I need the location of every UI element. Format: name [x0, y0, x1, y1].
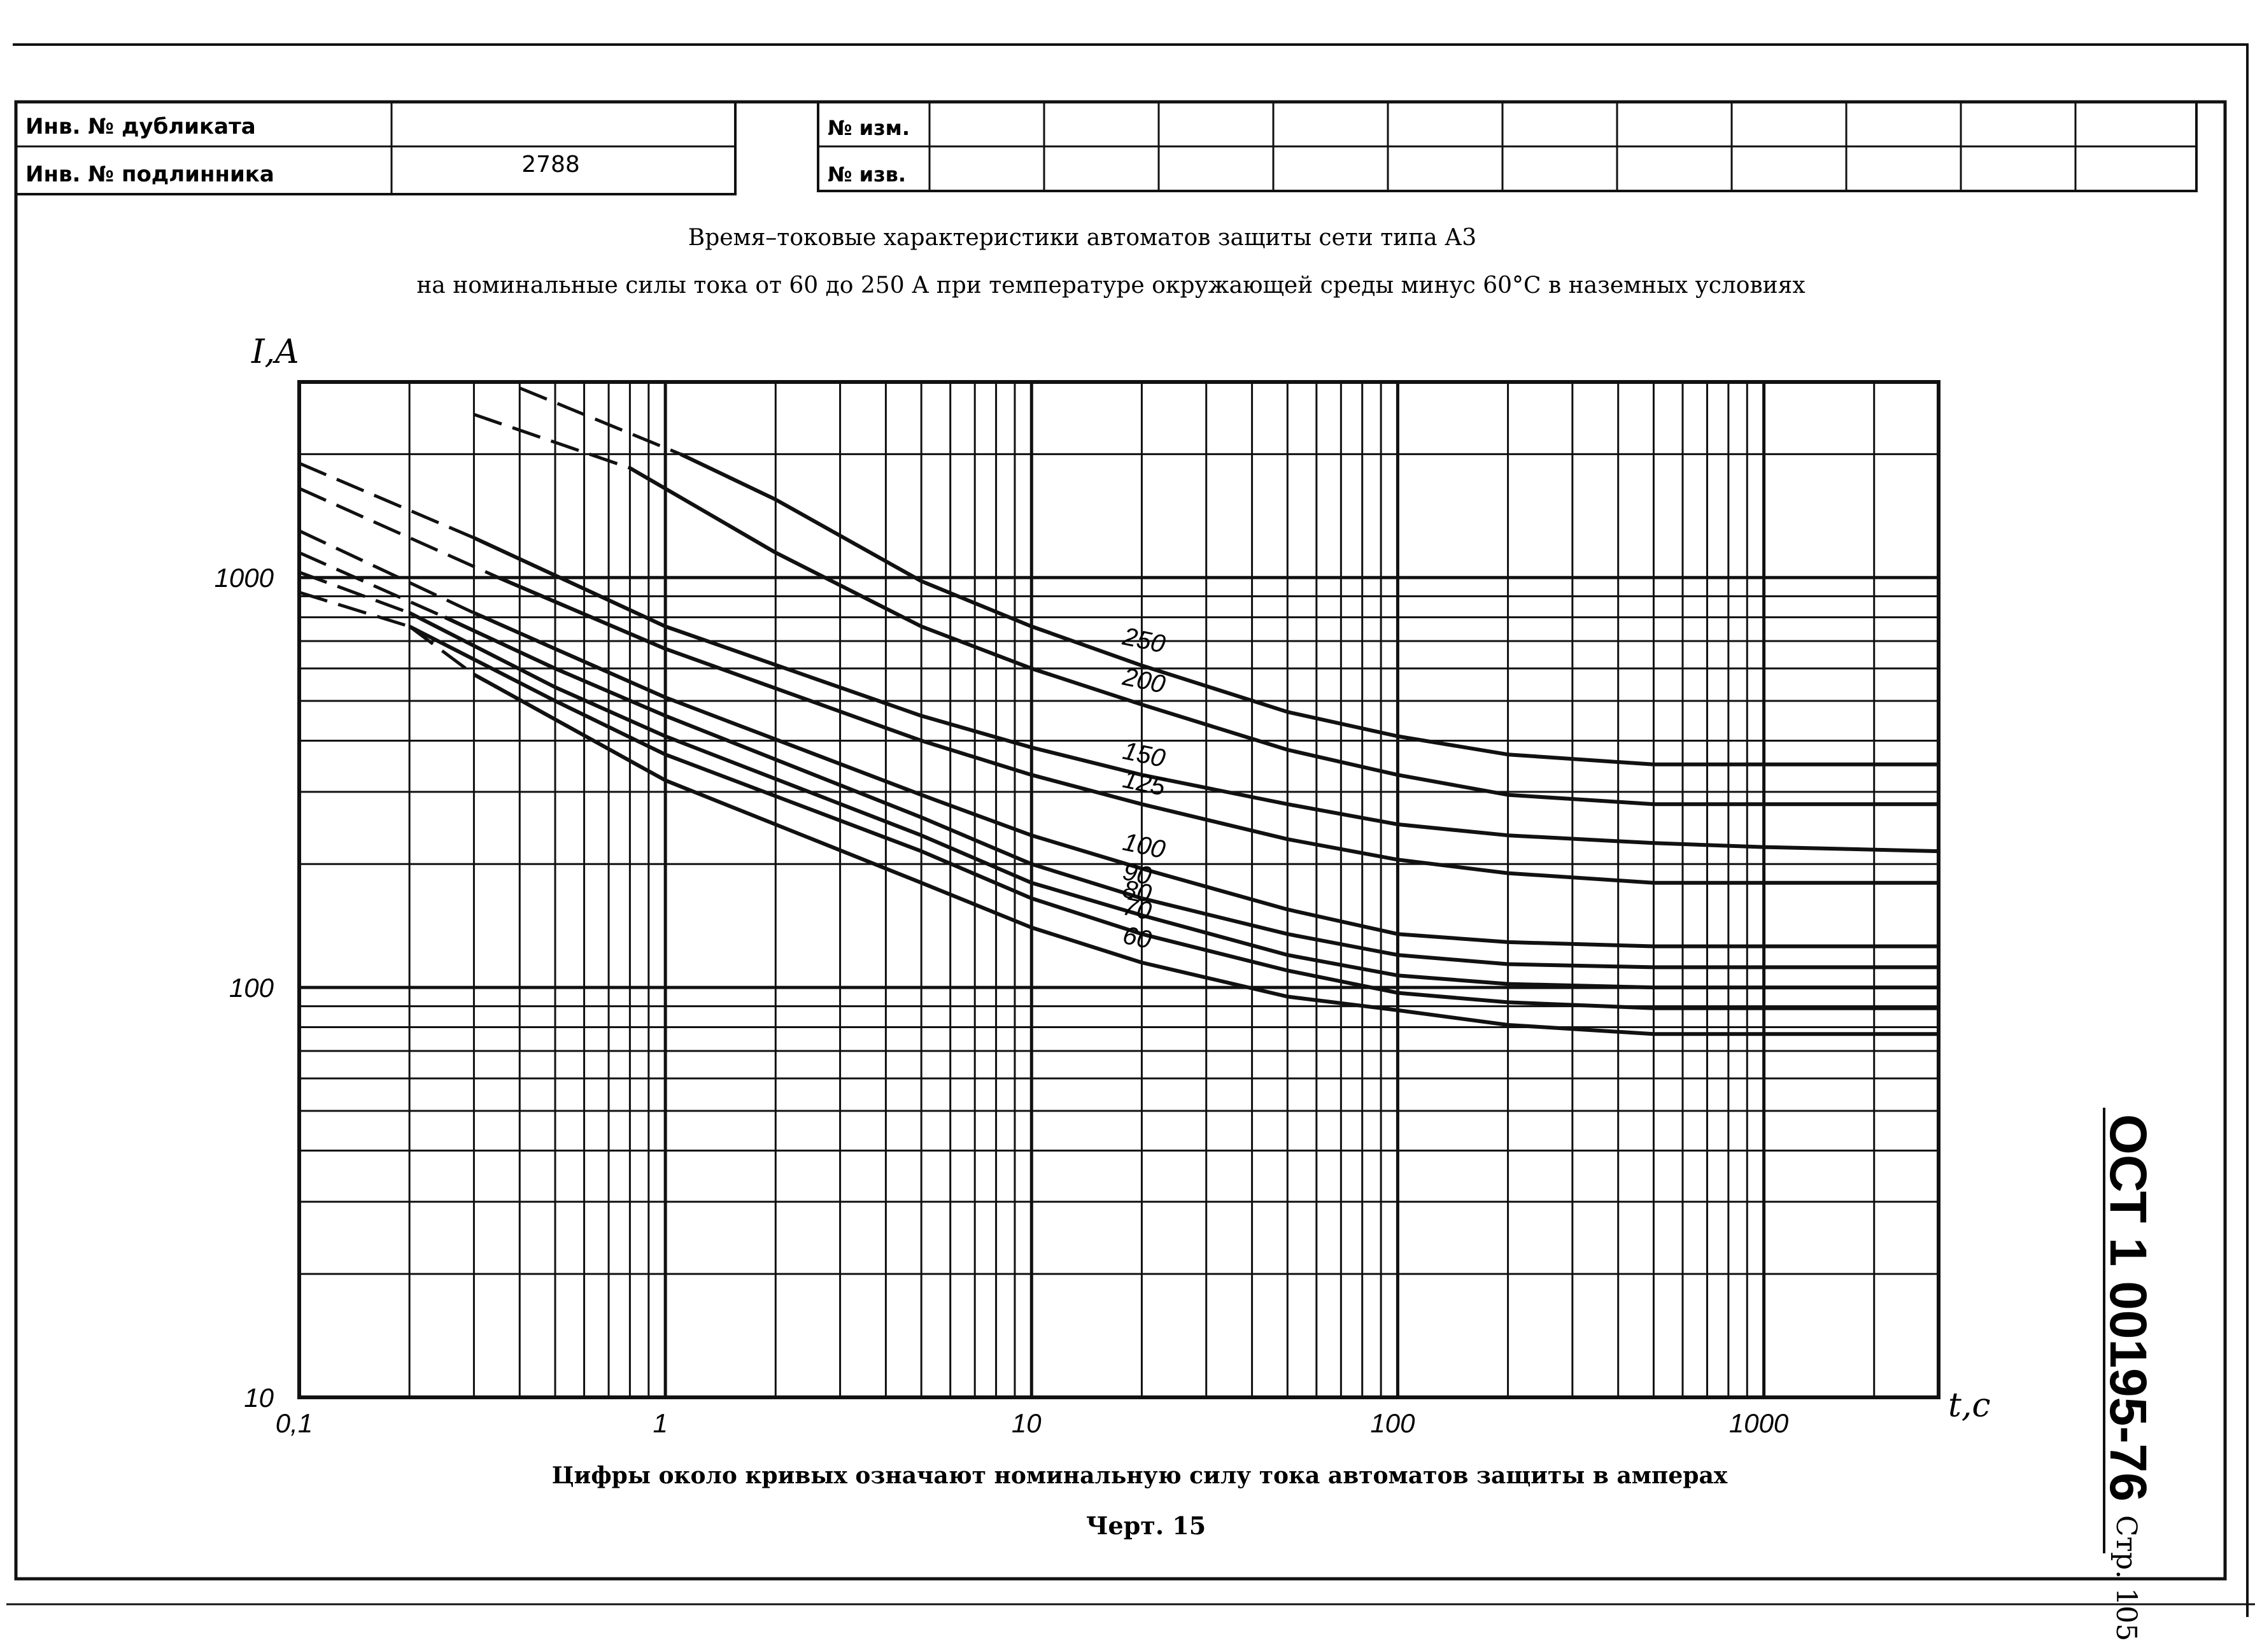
curve-80	[408, 611, 1939, 990]
curve-250-dashed	[519, 386, 681, 456]
x-tick-label: 0,1	[276, 1408, 313, 1438]
revision-table: № изм. № изв.	[817, 101, 2198, 192]
dup-label: Инв. № дубликата	[25, 114, 256, 139]
x-tick-label: 10	[1012, 1408, 1042, 1438]
curve-125	[497, 575, 1939, 885]
curve-60	[472, 672, 1939, 1036]
x-tick-label: 1	[653, 1408, 667, 1438]
x-tick-label: 100	[1370, 1408, 1415, 1438]
curve-label-60: 60	[1120, 921, 1154, 954]
curve-label-80: 80	[1120, 875, 1154, 908]
curve-label-70: 70	[1120, 893, 1154, 926]
curve-200-dashed	[473, 413, 631, 470]
curve-note: Цифры около кривых означают номинальную …	[552, 1462, 1728, 1489]
x-axis-label: t,c	[1948, 1387, 1991, 1425]
curve-80-dashed	[299, 570, 410, 615]
curve-100	[473, 611, 1939, 949]
curve-70-dashed	[299, 591, 410, 628]
inner-frame	[14, 100, 2227, 1581]
curve-200	[628, 466, 1939, 807]
inventory-table: Инв. № дубликата Инв. № подлинника 2788	[15, 101, 737, 195]
figure-number: Черт. 15	[1086, 1511, 1206, 1540]
curve-150	[473, 536, 1939, 854]
curve-250	[679, 452, 1939, 766]
curve-60-dashed	[408, 625, 475, 676]
curve-90	[444, 615, 1939, 970]
curve-150-dashed	[299, 462, 475, 540]
orig-value: 2788	[521, 152, 580, 178]
orig-label: Инв. № подлинника	[25, 162, 274, 187]
change-label: № изм.	[828, 116, 910, 140]
curves	[298, 386, 1939, 1036]
outer-frame	[13, 43, 2249, 1617]
curve-label-90: 90	[1120, 858, 1154, 891]
standard-stamp: ОСТ 1 00195-76 Стр. 105	[2099, 1114, 2157, 1641]
curve-100-dashed	[298, 529, 475, 614]
notice-label: № изв.	[828, 162, 906, 187]
tick-labels: 0,1 1 10 100 1000 10 100 1000	[215, 563, 1789, 1438]
standard-number: ОСТ 1 00195-76	[2099, 1114, 2157, 1502]
y-tick-label: 1000	[215, 563, 274, 593]
grid	[297, 381, 1940, 1399]
plot-frame	[297, 380, 1940, 1399]
chart-title-line2: на номинальные силы тока от 60 до 250 А …	[416, 272, 1805, 299]
curve-label-250: 250	[1120, 622, 1168, 658]
y-tick-label: 100	[229, 973, 274, 1003]
chart-title-line1: Время–токовые характеристики автоматов з…	[688, 225, 1476, 251]
y-axis-label: I,A	[251, 333, 299, 371]
x-tick-label: 1000	[1729, 1408, 1789, 1438]
curve-70	[408, 625, 1939, 1010]
page-number: Стр. 105	[2110, 1515, 2142, 1641]
y-tick-label: 10	[244, 1383, 274, 1413]
curve-125-dashed	[298, 486, 499, 579]
curve-90-dashed	[298, 551, 446, 619]
